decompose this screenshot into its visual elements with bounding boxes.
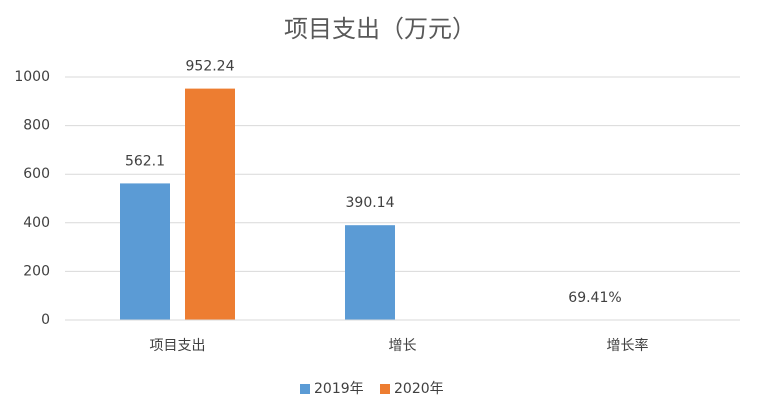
x-tick-label: 增长 bbox=[389, 338, 417, 354]
data-label: 952.24 bbox=[186, 59, 235, 75]
legend-label: 2019年 bbox=[314, 381, 364, 397]
y-tick-label: 800 bbox=[23, 118, 50, 134]
data-label: 69.41% bbox=[568, 290, 621, 306]
y-tick-label: 1000 bbox=[14, 69, 50, 85]
y-tick-label: 400 bbox=[23, 215, 50, 231]
y-tick-label: 600 bbox=[23, 166, 50, 182]
bar bbox=[345, 225, 395, 320]
legend-label: 2020年 bbox=[394, 381, 444, 397]
y-tick-label: 0 bbox=[41, 312, 50, 328]
bar bbox=[185, 88, 235, 320]
legend-swatch bbox=[380, 384, 390, 394]
bar bbox=[120, 183, 170, 320]
data-label: 562.1 bbox=[125, 153, 165, 169]
y-tick-label: 200 bbox=[23, 263, 50, 279]
legend-swatch bbox=[300, 384, 310, 394]
x-tick-label: 增长率 bbox=[607, 337, 649, 354]
chart-title: 项目支出（万元） bbox=[284, 15, 476, 43]
data-label: 390.14 bbox=[346, 195, 395, 211]
x-tick-label: 项目支出 bbox=[150, 338, 206, 354]
